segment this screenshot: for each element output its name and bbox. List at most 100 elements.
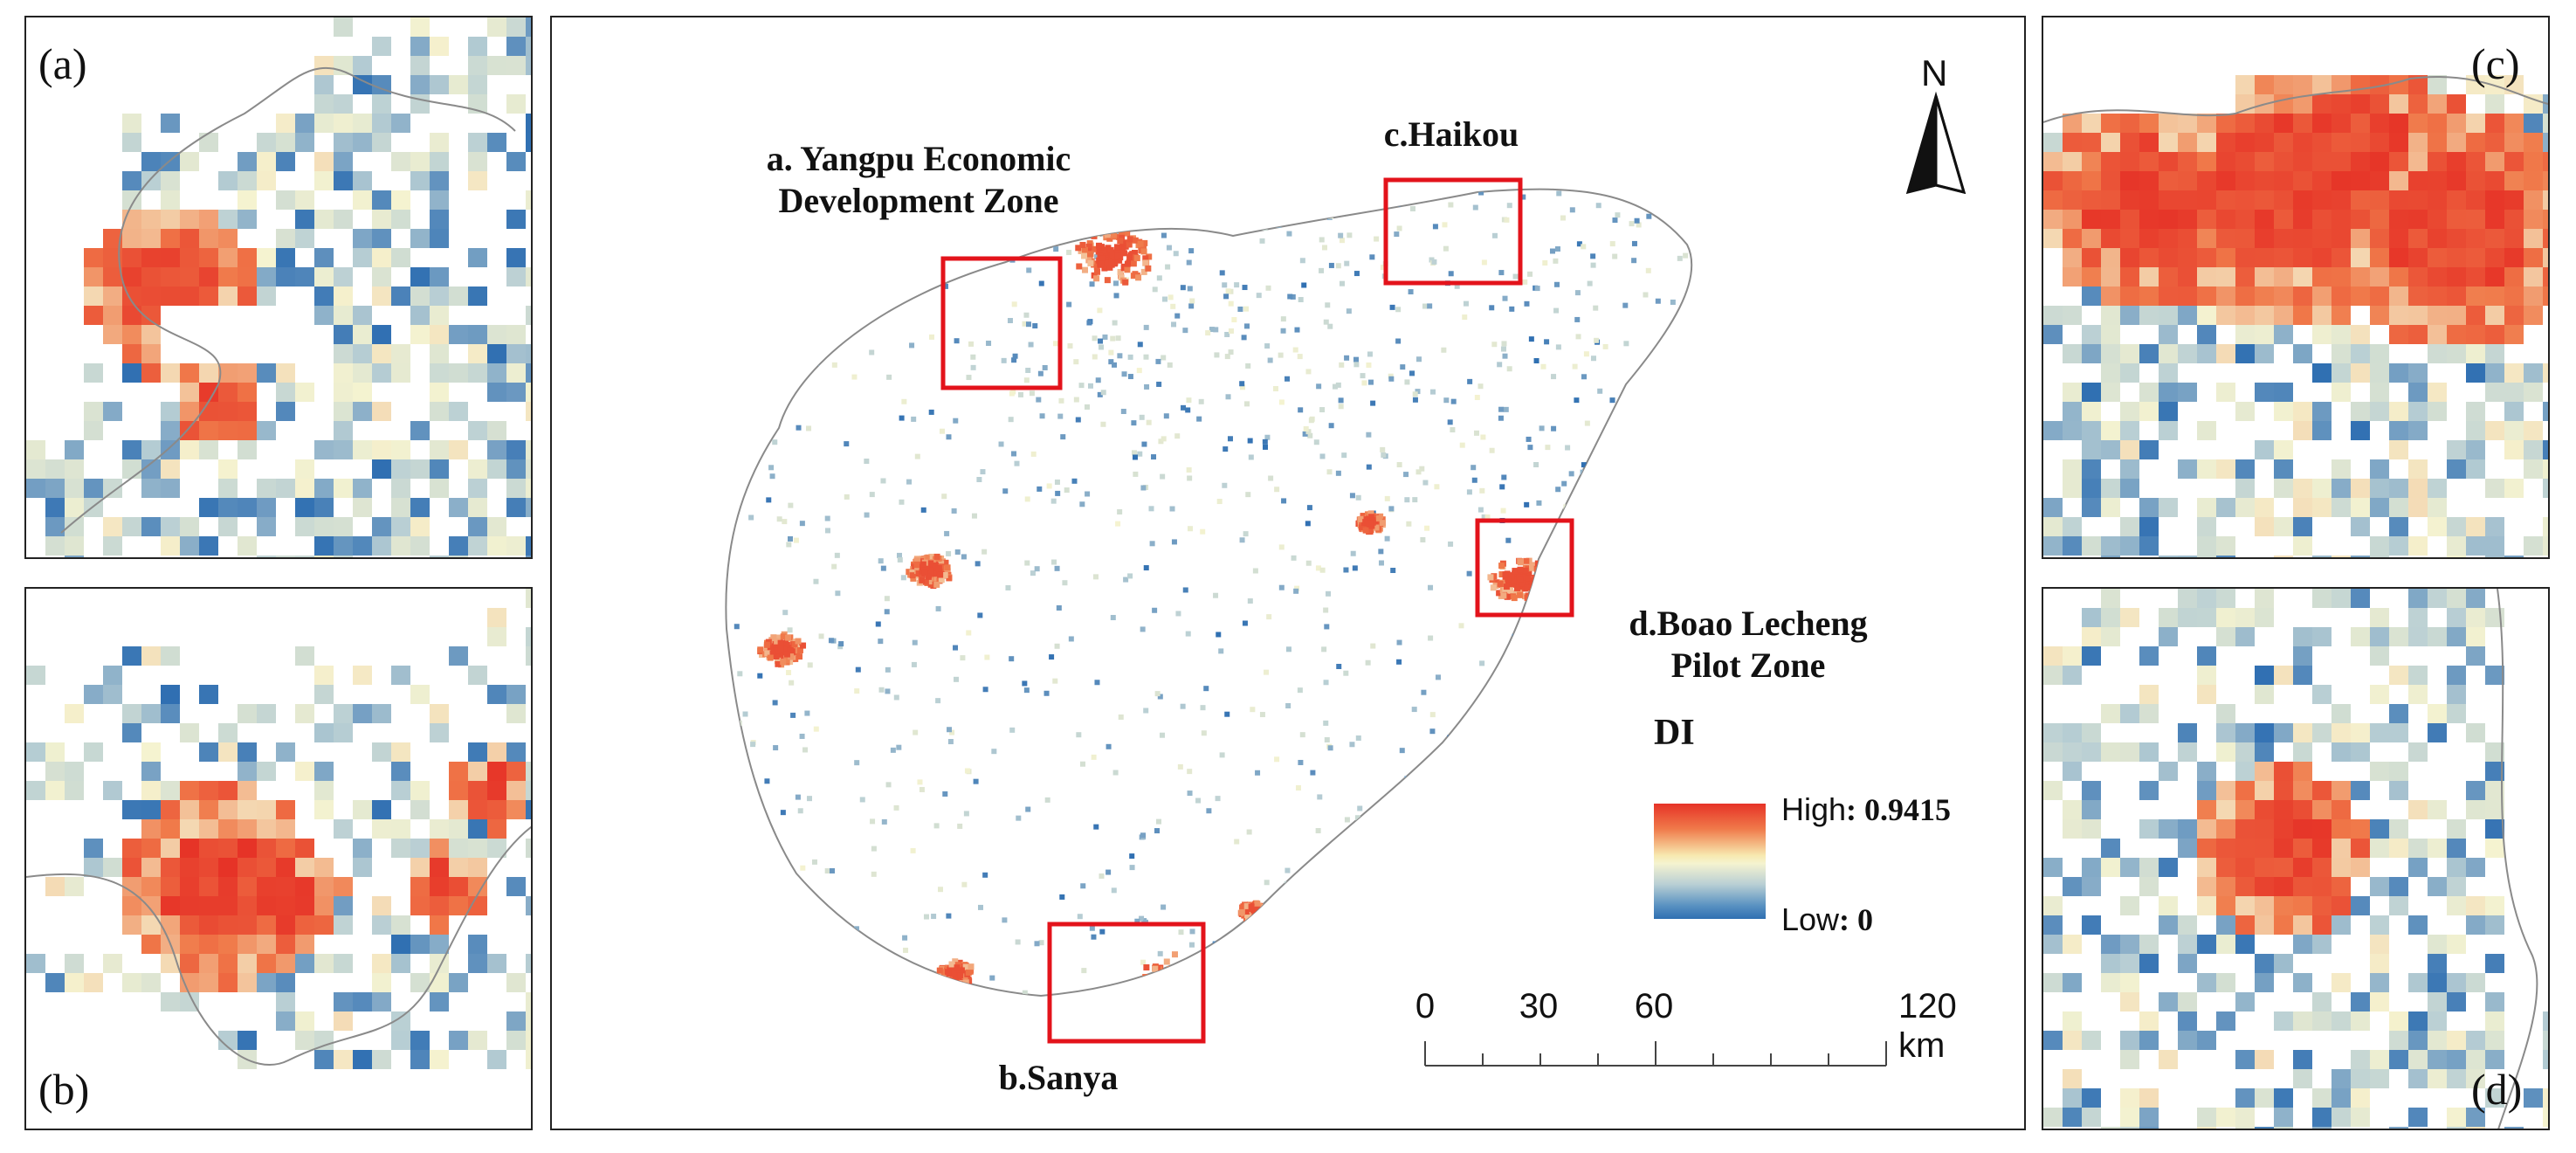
raster-cell — [2293, 190, 2312, 210]
raster-cell — [1139, 982, 1146, 989]
raster-cell — [829, 245, 836, 252]
raster-cell — [1517, 576, 1524, 583]
raster-cell — [1202, 196, 1209, 202]
raster-cell — [2428, 1011, 2447, 1031]
raster-cell — [1129, 865, 1135, 871]
raster-cell — [2408, 800, 2428, 819]
raster-cell — [2408, 171, 2428, 190]
raster-cell — [844, 236, 851, 243]
raster-cell — [933, 553, 940, 560]
raster-cell — [2428, 800, 2447, 819]
raster-cell — [1662, 780, 1668, 786]
raster-cell — [1349, 493, 1355, 499]
raster-cell — [65, 973, 84, 992]
raster-cell — [2120, 1050, 2139, 1069]
raster-cell — [2120, 742, 2139, 762]
raster-cell — [1179, 989, 1186, 996]
raster-cell — [487, 17, 506, 37]
raster-cell — [1682, 436, 1688, 442]
raster-cell — [1161, 995, 1167, 996]
raster-cell — [2063, 935, 2082, 954]
raster-cell — [2197, 325, 2216, 344]
raster-cell — [2120, 133, 2139, 152]
raster-cell — [1185, 407, 1191, 413]
raster-cell — [1321, 646, 1327, 652]
raster-cell — [2159, 1050, 2178, 1069]
raster-cell — [1087, 259, 1094, 266]
raster-cell — [45, 973, 65, 992]
raster-cell — [391, 781, 410, 800]
raster-cell — [2255, 114, 2274, 133]
raster-cell — [1556, 190, 1562, 197]
raster-cell — [912, 639, 918, 646]
raster-cell — [1178, 984, 1185, 991]
raster-cell — [1474, 769, 1481, 776]
raster-cell — [45, 781, 65, 800]
raster-cell — [2139, 402, 2159, 421]
raster-cell — [1465, 762, 1472, 769]
raster-cell — [1649, 385, 1655, 391]
raster-cell — [1161, 436, 1167, 442]
raster-cell — [1144, 383, 1150, 390]
raster-cell — [1184, 988, 1191, 995]
raster-cell — [238, 762, 257, 781]
raster-cell — [2063, 267, 2082, 287]
raster-cell — [915, 570, 922, 577]
raster-cell — [1169, 506, 1175, 512]
raster-cell — [1245, 915, 1252, 922]
raster-cell — [2197, 608, 2216, 627]
raster-cell — [2389, 133, 2408, 152]
raster-cell — [1211, 973, 1218, 980]
raster-cell — [1483, 771, 1490, 778]
raster-cell — [2428, 1050, 2447, 1069]
raster-cell — [1479, 776, 1486, 783]
raster-cell — [1529, 564, 1536, 571]
raster-cell — [1436, 915, 1443, 922]
raster-cell — [1471, 777, 1477, 784]
raster-cell — [1460, 771, 1467, 778]
raster-cell — [2274, 517, 2293, 536]
raster-cell — [2139, 685, 2159, 704]
raster-cell — [295, 210, 314, 229]
raster-cell — [2101, 858, 2120, 877]
raster-cell — [2485, 306, 2504, 325]
raster-cell — [2466, 325, 2485, 344]
raster-cell — [1274, 487, 1280, 493]
raster-cell — [468, 363, 487, 383]
raster-cell — [2524, 536, 2543, 556]
raster-cell — [968, 963, 975, 970]
raster-cell — [1140, 832, 1147, 839]
raster-cell — [2197, 973, 2216, 992]
raster-cell — [218, 858, 238, 877]
raster-cell — [1491, 771, 1498, 778]
raster-cell — [1559, 897, 1565, 903]
raster-cell — [830, 867, 836, 873]
raster-cell — [506, 325, 526, 344]
raster-cell — [1139, 414, 1145, 420]
raster-cell — [468, 819, 487, 839]
raster-cell — [931, 914, 937, 920]
raster-cell — [2370, 498, 2389, 517]
raster-cell — [2120, 421, 2139, 440]
raster-cell — [1477, 767, 1484, 774]
raster-cell — [2351, 344, 2370, 363]
raster-cell — [864, 512, 870, 518]
raster-cell — [506, 152, 526, 171]
raster-cell — [2524, 383, 2543, 402]
raster-cell — [1470, 766, 1477, 773]
raster-cell — [1615, 788, 1622, 794]
raster-cell — [180, 935, 199, 954]
raster-cell — [1477, 777, 1484, 784]
raster-cell — [1641, 450, 1647, 456]
raster-cell — [858, 245, 865, 252]
raster-cell — [1587, 280, 1593, 287]
raster-cell — [1137, 240, 1144, 247]
raster-cell — [2466, 1031, 2485, 1050]
raster-cell — [1178, 965, 1185, 972]
raster-cell — [2197, 781, 2216, 800]
raster-cell — [2101, 344, 2120, 363]
raster-cell — [1477, 383, 1484, 390]
raster-cell — [1448, 271, 1454, 277]
raster-cell — [141, 229, 161, 248]
raster-cell — [836, 237, 843, 244]
